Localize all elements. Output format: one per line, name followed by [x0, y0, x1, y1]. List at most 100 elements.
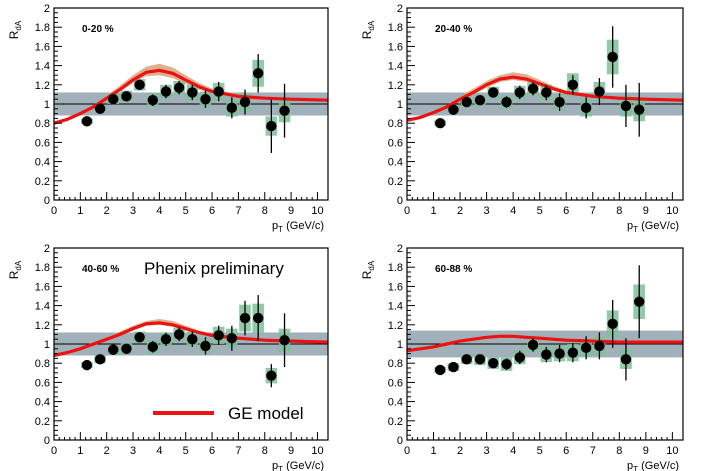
x-axis-title: pT (GeV/c) — [627, 460, 679, 471]
model-curve — [53, 321, 329, 358]
y-tick-label: 0.8 — [35, 118, 50, 130]
data-point-2 — [108, 344, 119, 355]
y-tick-label: 0.8 — [388, 118, 403, 130]
x-tick-label: 2 — [457, 445, 463, 457]
data-point-5 — [501, 96, 512, 108]
x-tick-label: 5 — [183, 205, 189, 217]
data-point-3 — [474, 354, 486, 365]
y-tick-label: 0 — [397, 435, 403, 447]
y-tick-label: 1.4 — [35, 301, 50, 313]
data-point-11 — [580, 342, 592, 354]
x-tick-label: 1 — [430, 445, 436, 457]
data-point-8 — [541, 87, 552, 98]
model-band — [407, 72, 683, 121]
y-tick-label: 0.2 — [35, 416, 50, 428]
centrality-label: 0-20 % — [82, 24, 114, 35]
data-point-12 — [594, 340, 605, 352]
data-point-10 — [567, 347, 579, 358]
y-tick-label: 0.6 — [388, 137, 403, 149]
data-point-1 — [94, 354, 106, 365]
model-curve — [53, 68, 329, 125]
y-tick-label: 1.8 — [388, 262, 403, 274]
data-point-13 — [607, 318, 618, 330]
data-point-4 — [488, 358, 499, 369]
x-tick-label: 0 — [404, 445, 410, 457]
y-tick-label: 0.4 — [35, 397, 50, 409]
data-point-12 — [239, 96, 251, 108]
data-point-7 — [527, 83, 539, 94]
x-tick-label: 4 — [510, 205, 516, 217]
model-legend-text: GE model — [228, 404, 304, 423]
y-tick-label: 1.4 — [35, 61, 50, 73]
x-tick-label: 8 — [616, 445, 622, 457]
x-tick-label: 10 — [311, 445, 323, 457]
data-point-12 — [594, 86, 605, 97]
x-tick-label: 0 — [51, 445, 57, 457]
y-tick-label: 1.8 — [35, 22, 50, 34]
data-point-5 — [147, 94, 158, 106]
x-tick-label: 3 — [484, 445, 490, 457]
x-tick-label: 1 — [77, 205, 83, 217]
x-tick-label: 9 — [643, 205, 649, 217]
data-point-13 — [252, 68, 264, 79]
y-axis-title: RdA — [360, 20, 376, 39]
data-point-5 — [501, 358, 512, 370]
data-point-4 — [134, 332, 145, 343]
y-tick-label: 1 — [397, 339, 403, 351]
data-point-11 — [226, 102, 238, 114]
data-point-3 — [121, 91, 132, 102]
y-tick-label: 0.2 — [388, 416, 403, 428]
x-tick-label: 9 — [288, 205, 294, 217]
data-point-6 — [160, 86, 172, 97]
panel-0-20: 0 1 2 3 4 5 6 7 8 9 10 0 0.2 0.4 0.6 0.8 1 1.2 1.4 1.6 1.8 2 p… — [7, 3, 329, 234]
y-tick-label: 0 — [397, 195, 403, 207]
y-axis-title: RdA — [7, 260, 23, 279]
x-tick-label: 2 — [104, 445, 110, 457]
x-tick-label: 7 — [235, 205, 241, 217]
x-tick-label: 4 — [156, 205, 162, 217]
x-tick-label: 4 — [510, 445, 516, 457]
x-tick-label: 8 — [616, 205, 622, 217]
y-tick-label: 1 — [397, 99, 403, 111]
data-point-15 — [634, 104, 645, 115]
y-tick-label: 2 — [44, 3, 50, 15]
y-tick-label: 1.6 — [388, 41, 403, 53]
x-tick-label: 7 — [590, 205, 596, 217]
panel-60-88: 0 1 2 3 4 5 6 7 8 9 10 0 0.2 0.4 0.6 0.8 1 1.2 1.4 1.6 1.8 2 p… — [360, 243, 684, 471]
x-axis-title: pT (GeV/c) — [627, 220, 679, 234]
data-point-4 — [134, 79, 145, 91]
data-point-10 — [567, 79, 579, 91]
data-point-14 — [620, 354, 632, 365]
data-point-3 — [121, 343, 132, 354]
y-tick-label: 0.6 — [388, 377, 403, 389]
x-tick-label: 10 — [666, 205, 678, 217]
data-point-0 — [434, 118, 446, 129]
centrality-label: 20-40 % — [435, 24, 472, 35]
data-point-14 — [620, 100, 632, 112]
y-tick-label: 0.8 — [35, 358, 50, 370]
panel-40-60: 0 1 2 3 4 5 6 7 8 9 10 0 0.2 0.4 0.6 0.8 1 1.2 1.4 1.6 1.8 2 p… — [7, 243, 329, 471]
x-tick-label: 2 — [104, 205, 110, 217]
data-point-9 — [554, 96, 565, 108]
y-tick-label: 1.8 — [388, 22, 403, 34]
x-tick-label: 6 — [563, 205, 569, 217]
x-tick-label: 3 — [130, 445, 136, 457]
data-point-15 — [634, 296, 645, 307]
panel-20-40: 0 1 2 3 4 5 6 7 8 9 10 0 0.2 0.4 0.6 0.8 1 1.2 1.4 1.6 1.8 2 p… — [360, 3, 684, 234]
data-point-12 — [239, 312, 251, 324]
y-tick-label: 1.2 — [388, 80, 403, 92]
data-point-3 — [474, 94, 486, 106]
y-tick-label: 1.8 — [35, 262, 50, 274]
x-tick-label: 9 — [643, 445, 649, 457]
centrality-label: 40-60 % — [82, 264, 119, 275]
model-curve — [406, 75, 684, 122]
y-tick-label: 0.8 — [388, 358, 403, 370]
y-tick-label: 1.2 — [35, 320, 50, 332]
y-tick-label: 1 — [44, 99, 50, 111]
y-tick-label: 1 — [44, 339, 50, 351]
x-tick-label: 7 — [590, 445, 596, 457]
y-axis-title: RdA — [360, 260, 376, 279]
y-tick-label: 0 — [44, 195, 50, 207]
data-point-0 — [81, 359, 93, 371]
